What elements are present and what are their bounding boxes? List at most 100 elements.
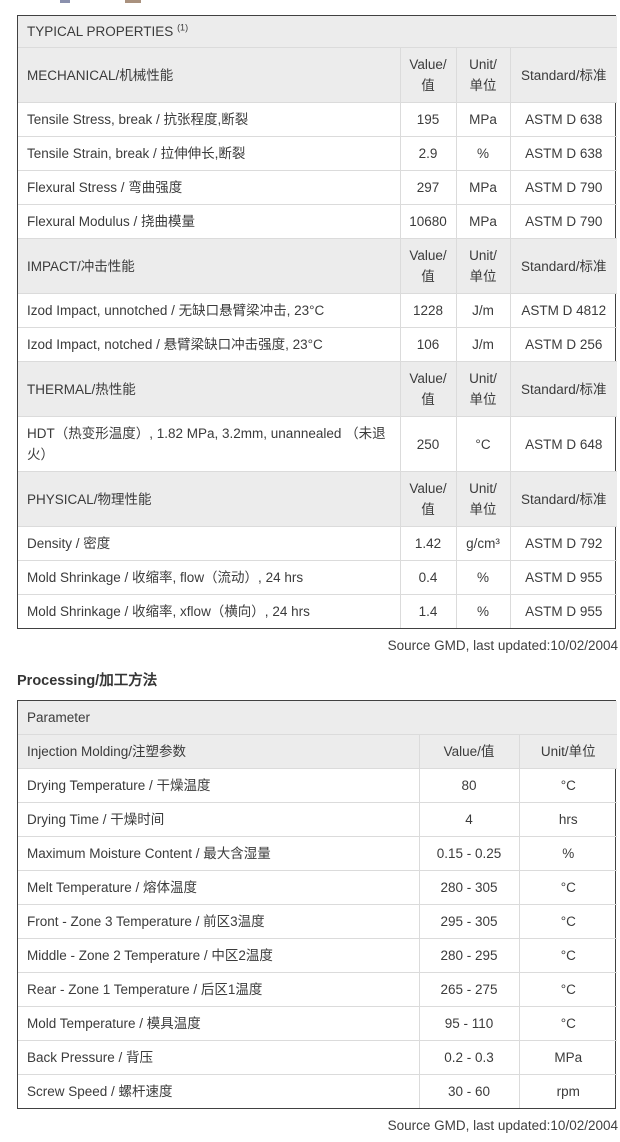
property-unit: MPa <box>455 102 511 137</box>
table-row: Flexural Modulus / 挠曲模量 10680 MPa ASTM D 79… <box>17 204 618 239</box>
table-row: Izod Impact, unnotched / 无缺口悬臂梁冲击, 23°C 1… <box>17 293 618 328</box>
property-standard: ASTM D 648 <box>509 416 618 472</box>
section-header-row: THERMAL/热性能 Value/值 Unit/单位 Standard/标准 <box>17 361 618 417</box>
property-unit: % <box>455 136 511 171</box>
table-row: HDT（热变形温度）, 1.82 MPa, 3.2mm, unannealed … <box>17 416 618 472</box>
parameter-unit: % <box>518 836 618 871</box>
table-row: Tensile Strain, break / 拉伸伸长,断裂 2.9% ASTM … <box>17 136 618 171</box>
table-row: Tensile Stress, break / 抗张程度,断裂 195 MPa AST… <box>17 102 618 137</box>
table-title-row: TYPICAL PROPERTIES (1) <box>17 15 618 48</box>
parameter-value: 280 - 295 <box>418 938 520 973</box>
column-header-value: Value/值 <box>399 47 457 103</box>
property-name: Density / 密度 <box>17 526 401 561</box>
parameter-value: 0.15 - 0.25 <box>418 836 520 871</box>
parameter-name: Mold Temperature / 模具温度 <box>17 1006 420 1041</box>
section-header-row: PHYSICAL/物理性能 Value/值 Unit/单位 Standard/标准 <box>17 471 618 527</box>
parameter-name: Drying Time / 干燥时间 <box>17 802 420 837</box>
parameter-name: Screw Speed / 螺杆速度 <box>17 1074 420 1109</box>
parameter-unit: hrs <box>518 802 618 837</box>
property-value: 106 <box>399 327 457 362</box>
source-note: Source GMD, last updated:10/02/2004 <box>387 638 618 653</box>
property-standard: ASTM D 638 <box>509 102 618 137</box>
column-header-standard: Standard/标准 <box>509 238 618 294</box>
section-header-row: IMPACT/冲击性能 Value/值 Unit/单位 Standard/标准 <box>17 238 618 294</box>
column-header-value: Value/值 <box>418 734 520 769</box>
property-name: Izod Impact, unnotched / 无缺口悬臂梁冲击, 23°C <box>17 293 401 328</box>
property-unit: J/m <box>455 327 511 362</box>
parameter-group-label: Parameter <box>17 700 618 735</box>
table-row: Mold Temperature / 模具温度 95 - 110 °C <box>17 1006 618 1041</box>
property-unit: J/m <box>455 293 511 328</box>
parameter-name: Back Pressure / 背压 <box>17 1040 420 1075</box>
clipped-text-fragment <box>60 0 70 3</box>
table-row: Drying Time / 干燥时间 4 hrs <box>17 802 618 837</box>
property-standard: ASTM D 792 <box>509 526 618 561</box>
parameter-name: Drying Temperature / 干燥温度 <box>17 768 420 803</box>
processing-table-wrap: Parameter Injection Molding/注塑参数 Value/值… <box>17 700 618 1109</box>
property-value: 1.42 <box>399 526 457 561</box>
typical-properties-table: TYPICAL PROPERTIES (1) MECHANICAL/机械性能 Va… <box>17 15 618 629</box>
parameter-unit: °C <box>518 870 618 905</box>
parameter-unit: °C <box>518 938 618 973</box>
parameter-value: 295 - 305 <box>418 904 520 939</box>
section-name: PHYSICAL/物理性能 <box>17 471 401 527</box>
property-standard: ASTM D 638 <box>509 136 618 171</box>
column-header-unit: Unit/单位 <box>518 734 618 769</box>
property-value: 0.4 <box>399 560 457 595</box>
table-row: Rear - Zone 1 Temperature / 后区1温度 265 - 2… <box>17 972 618 1007</box>
property-unit: °C <box>455 416 511 472</box>
property-standard: ASTM D 256 <box>509 327 618 362</box>
parameter-name: Melt Temperature / 熔体温度 <box>17 870 420 905</box>
parameter-value: 280 - 305 <box>418 870 520 905</box>
parameter-value: 80 <box>418 768 520 803</box>
parameter-group-row: Parameter <box>17 700 618 735</box>
column-header-value: Value/值 <box>399 361 457 417</box>
parameter-name: Middle - Zone 2 Temperature / 中区2温度 <box>17 938 420 973</box>
table-row: Screw Speed / 螺杆速度 30 - 60 rpm <box>17 1074 618 1109</box>
source-note: Source GMD, last updated:10/02/2004 <box>387 1118 618 1133</box>
table-row: Izod Impact, notched / 悬臂梁缺口冲击强度, 23°C 10… <box>17 327 618 362</box>
property-value: 2.9 <box>399 136 457 171</box>
property-value: 1.4 <box>399 594 457 629</box>
parameter-value: 95 - 110 <box>418 1006 520 1041</box>
section-name: IMPACT/冲击性能 <box>17 238 401 294</box>
property-name: Izod Impact, notched / 悬臂梁缺口冲击强度, 23°C <box>17 327 401 362</box>
table-row: Middle - Zone 2 Temperature / 中区2温度 280 -… <box>17 938 618 973</box>
property-unit: % <box>455 594 511 629</box>
property-unit: % <box>455 560 511 595</box>
property-standard: ASTM D 955 <box>509 560 618 595</box>
processing-table: Parameter Injection Molding/注塑参数 Value/值… <box>17 700 618 1109</box>
parameter-name: Rear - Zone 1 Temperature / 后区1温度 <box>17 972 420 1007</box>
column-header-unit: Unit/单位 <box>455 47 511 103</box>
table-title-text: TYPICAL PROPERTIES <box>27 24 174 39</box>
parameter-unit: °C <box>518 972 618 1007</box>
table-row: Density / 密度 1.42 g/cm³ ASTM D 792 <box>17 526 618 561</box>
column-header-standard: Standard/标准 <box>509 47 618 103</box>
property-standard: ASTM D 955 <box>509 594 618 629</box>
property-unit: MPa <box>455 204 511 239</box>
clipped-text-fragment <box>125 0 141 3</box>
table-row: Drying Temperature / 干燥温度 80 °C <box>17 768 618 803</box>
clipped-content-remnant <box>17 0 620 4</box>
property-unit: MPa <box>455 170 511 205</box>
column-header-standard: Standard/标准 <box>509 471 618 527</box>
section-header-label: Injection Molding/注塑参数 <box>17 734 420 769</box>
processing-heading: Processing/加工方法 <box>17 673 158 689</box>
property-value: 250 <box>399 416 457 472</box>
table-row: Front - Zone 3 Temperature / 前区3温度 295 - … <box>17 904 618 939</box>
property-name: Flexural Stress / 弯曲强度 <box>17 170 401 205</box>
property-standard: ASTM D 790 <box>509 170 618 205</box>
table-row: Maximum Moisture Content / 最大含湿量 0.15 - 0… <box>17 836 618 871</box>
section-name: MECHANICAL/机械性能 <box>17 47 401 103</box>
property-value: 195 <box>399 102 457 137</box>
column-header-value: Value/值 <box>399 471 457 527</box>
property-value: 297 <box>399 170 457 205</box>
property-name: Flexural Modulus / 挠曲模量 <box>17 204 401 239</box>
section-header-row: MECHANICAL/机械性能 Value/值 Unit/单位 Standard/标准 <box>17 47 618 103</box>
property-name: Tensile Stress, break / 抗张程度,断裂 <box>17 102 401 137</box>
parameter-unit: °C <box>518 1006 618 1041</box>
property-name: Tensile Strain, break / 拉伸伸长,断裂 <box>17 136 401 171</box>
parameter-unit: MPa <box>518 1040 618 1075</box>
property-name: Mold Shrinkage / 收缩率, xflow（横向）, 24 hrs <box>17 594 401 629</box>
